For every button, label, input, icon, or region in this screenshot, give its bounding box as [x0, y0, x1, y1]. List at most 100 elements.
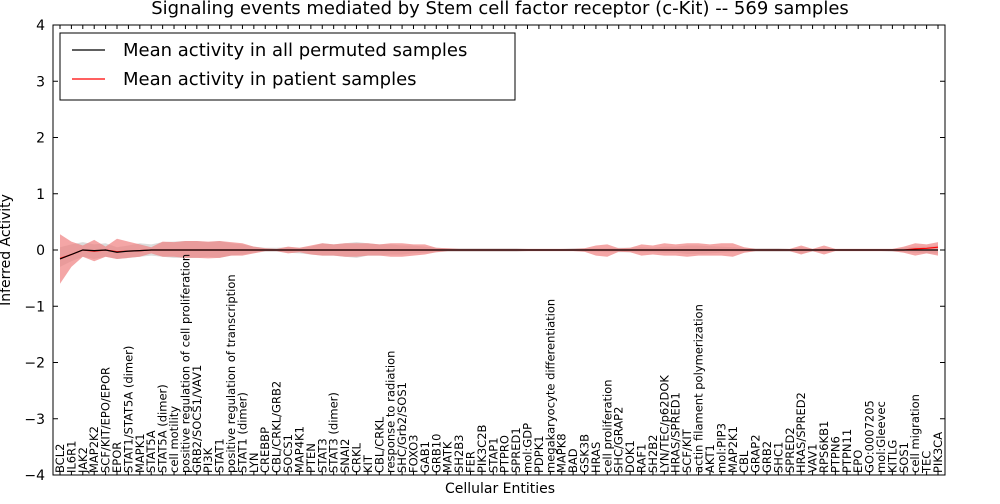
x-tick-label: KIT: [361, 454, 375, 473]
x-tick-label: response to radiation: [384, 351, 398, 473]
x-tick-label: TEC: [920, 451, 934, 474]
legend-box: [59, 32, 516, 101]
x-tick-label: actin filament polymerization: [692, 304, 706, 473]
x-tick-label: PTPRO: [498, 435, 512, 473]
x-tick-label: STAT3: [315, 438, 329, 473]
x-axis-label: Cellular Entities: [445, 481, 555, 497]
y-tick-label: −1: [24, 299, 45, 315]
x-tick-label: JAK2: [76, 447, 90, 474]
line-permuted: [59, 249, 938, 260]
x-tick-label: PDPK1: [532, 435, 546, 473]
x-tick-label: GRB2: [760, 441, 774, 473]
x-tick-label: GRB2/SOCS1/VAV1: [190, 365, 204, 473]
x-tick-label: SCF/KIT: [680, 428, 694, 473]
x-tick-label: IL6R1: [64, 441, 78, 473]
x-tick-label: FER: [464, 451, 478, 473]
chart-title: Signaling events mediated by Stem cell f…: [151, 0, 849, 19]
y-tick-label: −2: [24, 356, 45, 372]
x-tick-label: mol:PIP3: [714, 423, 728, 473]
x-tick-label: STAP1: [486, 437, 500, 473]
band-patient: [60, 234, 938, 284]
x-tick-label: KITLG: [885, 440, 899, 473]
x-tick-label: GSK3B: [578, 434, 592, 473]
y-tick-label: 2: [36, 131, 45, 147]
x-tick-label: MAP4K1: [293, 426, 307, 473]
x-tick-label: PI3K: [201, 447, 215, 473]
x-tick-label: STAT3 (dimer): [327, 392, 341, 473]
x-tick-label: MATK: [441, 441, 455, 473]
x-tick-label: CBL/CRKL: [372, 416, 386, 473]
legend-label-permuted: Mean activity in all permuted samples: [123, 40, 467, 61]
x-tick-label: MAP2K1: [726, 426, 740, 473]
y-tick-label: 0: [36, 243, 45, 259]
x-tick-label: BCL2: [53, 444, 67, 473]
x-tick-label: MAP2K2: [87, 426, 101, 473]
y-tick-label: −4: [24, 468, 45, 484]
x-tick-label: SHC/GRAP2: [612, 407, 626, 473]
x-tick-label: CBL/CRKL/GRB2: [270, 381, 284, 473]
x-tick-label: SH2B2: [646, 435, 660, 473]
legend: Mean activity in all permuted samples Me…: [59, 32, 516, 101]
series-lines: [59, 246, 939, 260]
x-axis: BCL2IL6R1JAK2MAP2K2SCF/KIT/EPO/EPOREPORS…: [53, 25, 945, 475]
x-tick-label: SPRED1: [509, 427, 523, 473]
x-tick-label: positive regulation of cell proliferatio…: [178, 254, 192, 473]
plot-frame: [52, 24, 946, 476]
x-tick-label: GRB10: [429, 434, 443, 473]
x-tick-label: mol:GDP: [521, 423, 535, 473]
x-tick-label: CRKL: [350, 442, 364, 473]
x-tick-label: STAT5A: [144, 430, 158, 473]
x-tick-label: STAT1/STAT5A (dimer): [121, 346, 135, 473]
x-tick-label: HRAS/SPRED2: [794, 392, 808, 473]
x-tick-label: BAD: [566, 448, 580, 473]
x-tick-label: RAF1: [635, 444, 649, 473]
x-tick-label: LYN/TEC/p62DOK: [657, 375, 671, 473]
x-tick-label: EPOR: [110, 442, 124, 473]
x-tick-label: GO:0007205: [863, 400, 877, 473]
x-tick-label: AKT1: [703, 444, 717, 473]
x-tick-label: mol:Gleevec: [874, 401, 888, 473]
x-tick-label: SHC1: [771, 442, 785, 473]
x-tick-label: cell proliferation: [600, 379, 614, 473]
x-tick-label: STAT1: [213, 438, 227, 473]
x-tick-label: SPRED2: [783, 427, 797, 473]
x-tick-label: PIK3C2B: [475, 424, 489, 473]
x-tick-label: STAT5A (dimer): [156, 384, 170, 473]
x-tick-label: GAB1: [418, 441, 432, 473]
x-tick-label: RPS6KB1: [817, 421, 831, 473]
x-tick-label: CREBBP: [258, 427, 272, 473]
y-tick-label: 4: [36, 18, 45, 34]
x-tick-label: MAPK1: [133, 433, 147, 473]
x-tick-label: HRAS: [589, 442, 603, 473]
x-tick-label: cell migration: [908, 394, 922, 473]
x-tick-label: CBL: [737, 450, 751, 473]
x-tick-label: LYN: [247, 452, 261, 473]
x-tick-label: SOCS1: [281, 434, 295, 473]
x-tick-label: PTPN11: [840, 429, 854, 473]
x-tick-label: positive regulation of transcription: [224, 274, 238, 473]
y-tick-label: 3: [36, 74, 45, 90]
y-tick-label: −3: [24, 412, 45, 428]
legend-label-patient: Mean activity in patient samples: [123, 69, 417, 90]
x-tick-label: FOXO3: [407, 435, 421, 473]
x-tick-label: SH2B3: [452, 435, 466, 473]
x-tick-label: HRAS/SPRED1: [669, 392, 683, 473]
x-tick-label: GRAP2: [749, 434, 763, 473]
x-tick-label: PTPN6: [828, 436, 842, 473]
x-tick-label: DOK1: [623, 440, 637, 473]
x-tick-label: megakaryocyte differentiation: [543, 299, 557, 473]
x-tick-label: PIK3CA: [931, 432, 945, 473]
x-tick-label: SNAI2: [338, 439, 352, 473]
x-tick-label: PTEN: [304, 443, 318, 473]
y-axis-label: Inferred Activity: [0, 194, 14, 306]
x-tick-label: STAT1 (dimer): [235, 392, 249, 473]
y-tick-label: 1: [36, 187, 45, 203]
x-tick-label: SOS1: [897, 442, 911, 473]
x-tick-label: MAPK8: [555, 433, 569, 473]
x-tick-label: SCF/KIT/EPO/EPOR: [99, 367, 113, 473]
confidence-bands: [60, 234, 938, 284]
x-tick-label: cell motility: [167, 406, 181, 473]
x-tick-label: EPO: [851, 450, 865, 473]
x-tick-label: SHC/Grb2/SOS1: [395, 382, 409, 473]
